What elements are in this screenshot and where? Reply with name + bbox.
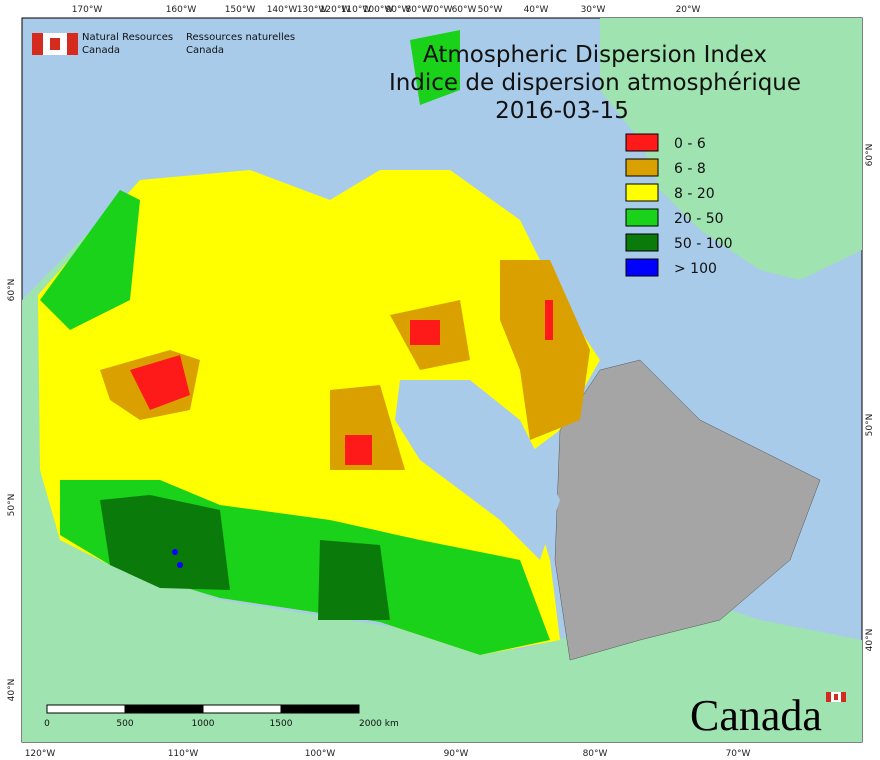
- graticule-label: 40°N: [7, 679, 17, 702]
- agency-name: Canada: [186, 45, 224, 56]
- graticule-label: 60°N: [7, 279, 17, 302]
- graticule-label: 90°W: [386, 5, 411, 15]
- graticule-label: 120°W: [320, 5, 351, 15]
- graticule-label: 50°W: [478, 5, 503, 15]
- graticule-label: 70°W: [428, 5, 453, 15]
- graticule-label: 110°W: [168, 749, 199, 759]
- flag-bar: [67, 33, 78, 55]
- legend-swatch: [625, 183, 659, 202]
- legend-swatch: [625, 208, 659, 227]
- quebec-east: [554, 359, 821, 661]
- blue-spot: [172, 549, 178, 555]
- greenland: [600, 18, 862, 280]
- graticule-label: 100°W: [363, 5, 394, 15]
- wordmark-flag-bar: [826, 692, 831, 702]
- scale-label: 0: [44, 719, 50, 729]
- blue-spot: [177, 562, 183, 568]
- scale-segment: [46, 704, 126, 714]
- scale-segment: [202, 704, 282, 714]
- graticule-label: 60°N: [865, 144, 875, 167]
- graticule-label: 150°W: [225, 5, 256, 15]
- agency-name: Canada: [82, 45, 120, 56]
- graticule-label: 140°W: [267, 5, 298, 15]
- legend-swatch: [625, 233, 659, 252]
- scale-label: 1000: [192, 719, 215, 729]
- legend-label: 50 - 100: [674, 236, 733, 252]
- legend-swatch: [625, 158, 659, 177]
- yukon-green: [40, 190, 140, 330]
- graticule-label: 60°W: [452, 5, 477, 15]
- usa: [22, 560, 862, 742]
- agency-name: Ressources naturelles: [186, 32, 295, 43]
- agency-name: Natural Resources: [82, 32, 173, 43]
- graticule-label: 160°W: [166, 5, 197, 15]
- graticule-label: 120°W: [25, 749, 56, 759]
- graticule-label: 130°W: [297, 5, 328, 15]
- graticule-label: 90°W: [444, 749, 469, 759]
- legend-label: 0 - 6: [674, 136, 706, 152]
- hudson-bay: [395, 380, 560, 560]
- title: Indice de dispersion atmosphérique: [389, 70, 801, 96]
- wordmark-flag-bar: [841, 692, 846, 702]
- title: Atmospheric Dispersion Index: [423, 42, 767, 68]
- scale-segment: [280, 704, 360, 714]
- legend-label: 20 - 50: [674, 211, 724, 227]
- graticule-label: 80°W: [406, 5, 431, 15]
- orange-zone: [100, 260, 590, 470]
- graticule-label: 40°W: [524, 5, 549, 15]
- graticule-label: 170°W: [72, 5, 103, 15]
- land: [22, 18, 862, 742]
- graticule-label: 50°N: [865, 414, 875, 437]
- date: 2016-03-15: [495, 98, 629, 124]
- wordmark: Canada: [690, 691, 822, 740]
- graticule-label: 40°N: [865, 629, 875, 652]
- graticule-label: 100°W: [305, 749, 336, 759]
- graticule-label: 80°W: [583, 749, 608, 759]
- scale-label: 2000 km: [359, 719, 399, 729]
- legend-label: 8 - 20: [674, 186, 715, 202]
- graticule-label: 110°W: [341, 5, 372, 15]
- legend-label: > 100: [674, 261, 717, 277]
- legend-swatch: [625, 258, 659, 277]
- scale-label: 1500: [270, 719, 293, 729]
- arctic-green: [410, 30, 460, 105]
- flag-bar: [32, 33, 43, 55]
- scale-segment: [124, 704, 204, 714]
- graticule-label: 50°N: [7, 494, 17, 517]
- legend-label: 6 - 8: [674, 161, 706, 177]
- graticule-label: 30°W: [581, 5, 606, 15]
- legend-swatch: [625, 133, 659, 152]
- flag-leaf: [50, 38, 60, 50]
- graticule-label: 70°W: [726, 749, 751, 759]
- graticule-label: 20°W: [676, 5, 701, 15]
- scale-label: 500: [116, 719, 133, 729]
- wordmark-flag-leaf: [834, 694, 838, 700]
- dark-green-zone: [100, 495, 390, 620]
